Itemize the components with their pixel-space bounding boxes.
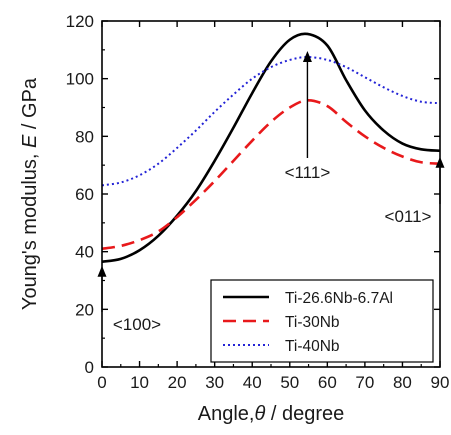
x-tick-label: 30 <box>205 373 224 392</box>
y-tick-label: 100 <box>66 70 94 89</box>
x-tick-label: 10 <box>130 373 149 392</box>
annotation-label: <011> <box>385 207 432 226</box>
series-line-1 <box>101 32 441 264</box>
x-tick-label: 90 <box>431 373 450 392</box>
y-tick-label: 0 <box>85 358 94 377</box>
x-tick-label: 60 <box>318 373 337 392</box>
x-tick-label: 80 <box>393 373 412 392</box>
x-axis-title-part: / degree <box>265 403 344 425</box>
y-tick-label: 120 <box>66 12 94 31</box>
annotation-arrowhead <box>97 265 107 277</box>
y-tick-label: 20 <box>75 300 94 319</box>
legend-label: Ti-40Nb <box>285 338 340 355</box>
y-tick-label: 60 <box>75 185 94 204</box>
legend-label: Ti-26.6Nb-6.7Al <box>285 290 393 307</box>
x-tick-label: 70 <box>355 373 374 392</box>
x-axis-title-part: Angle, <box>198 403 255 425</box>
series-line-3 <box>101 56 441 187</box>
x-tick-label: 20 <box>168 373 187 392</box>
annotation-arrowhead <box>302 50 312 62</box>
x-axis-title-part: θ <box>254 403 265 425</box>
x-tick-label: 0 <box>97 373 106 392</box>
x-tick-label: 50 <box>280 373 299 392</box>
annotation-label: <100> <box>113 315 161 334</box>
x-axis-title: Angle,θ / degree <box>198 403 345 425</box>
legend-label: Ti-30Nb <box>285 314 340 331</box>
y-tick-label: 40 <box>75 243 94 262</box>
y-tick-label: 80 <box>75 127 94 146</box>
y-axis-title-part: / GPa <box>19 77 41 135</box>
y-axis-title-part: E <box>19 134 41 148</box>
x-tick-label: 40 <box>243 373 262 392</box>
y-axis-title-part: Young's modulus, <box>19 148 41 310</box>
annotation-label: <111> <box>285 163 331 182</box>
series-line-2 <box>101 98 441 251</box>
annotation-arrowhead <box>435 156 445 168</box>
y-axis-title: Young's modulus, E / GPa <box>19 77 41 310</box>
